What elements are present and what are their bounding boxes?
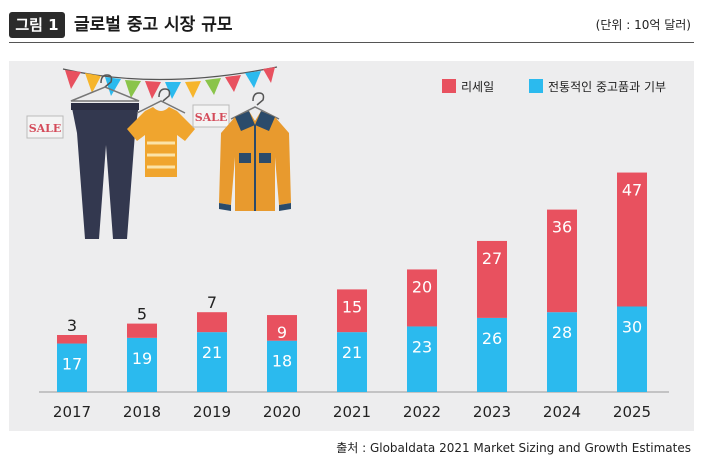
figure-header: 그림 1 글로벌 중고 시장 규모 (단위 : 10억 달러): [0, 0, 703, 44]
stacked-bar-chart: SALE SALE: [26, 66, 669, 421]
bar-resale-2018: [127, 323, 157, 338]
data-label-traditional-2020: 18: [272, 352, 292, 371]
bar-traditional-2019: [197, 332, 227, 392]
data-label-resale-2024: 36: [552, 218, 572, 237]
data-label-traditional-2018: 19: [132, 349, 152, 368]
unit-note: (단위 : 10억 달러): [595, 18, 691, 32]
legend-swatch-traditional: [529, 79, 543, 93]
bar-traditional-2017: [57, 343, 87, 392]
data-label-resale-2023: 27: [482, 249, 502, 268]
bar-traditional-2025: [617, 306, 647, 392]
jacket-on-hanger-icon: [219, 92, 291, 211]
data-label-traditional-2025: 30: [622, 318, 642, 337]
pants-on-hanger-icon: [70, 74, 140, 239]
sale-tag-left-text: SALE: [29, 122, 62, 135]
bar-resale-2023: [477, 240, 507, 318]
data-label-resale-2021: 15: [342, 297, 362, 316]
header-divider: [9, 42, 694, 43]
x-tick-label-2021: 2021: [333, 403, 371, 421]
bar-resale-2019: [197, 312, 227, 333]
sale-tag-left: [26, 115, 64, 139]
bar-resale-2024: [547, 209, 577, 313]
legend-label-resale: 리세일: [461, 80, 494, 94]
data-label-traditional-2019: 21: [202, 343, 222, 362]
legend-swatch-resale: [442, 79, 456, 93]
x-tick-label-2024: 2024: [543, 403, 581, 421]
x-tick-label-2023: 2023: [473, 403, 511, 421]
chart-legend: 리세일 전통적인 중고품과 기부: [442, 79, 666, 94]
bar-resale-2025: [617, 172, 647, 307]
bar-traditional-2023: [477, 317, 507, 392]
sale-tag-right: [192, 104, 230, 128]
source-note: 출처 : Globaldata 2021 Market Sizing and G…: [336, 441, 691, 455]
data-label-resale-2017: 3: [67, 316, 77, 335]
x-tick-label-2019: 2019: [193, 403, 231, 421]
figure-label: 그림 1: [9, 12, 65, 38]
legend-label-traditional: 전통적인 중고품과 기부: [548, 80, 666, 94]
data-label-resale-2025: 47: [622, 181, 642, 200]
data-label-traditional-2024: 28: [552, 323, 572, 342]
x-tick-label-2018: 2018: [123, 403, 161, 421]
data-label-traditional-2022: 23: [412, 337, 432, 356]
data-label-traditional-2021: 21: [342, 343, 362, 362]
data-label-resale-2018: 5: [137, 305, 147, 324]
data-label-resale-2022: 20: [412, 277, 432, 296]
x-tick-label-2020: 2020: [263, 403, 301, 421]
clothes-illustration: SALE SALE: [26, 66, 291, 239]
bar-traditional-2022: [407, 326, 437, 392]
pennant-bunting-icon: [62, 66, 278, 99]
data-label-resale-2019: 7: [207, 293, 217, 312]
x-tick-label-2025: 2025: [613, 403, 651, 421]
figure-title: 글로벌 중고 시장 규모: [74, 15, 233, 35]
bar-resale-2021: [337, 289, 367, 333]
x-tick-label-2017: 2017: [53, 403, 91, 421]
bars-layer: 17 3 2017 19 5 2018 21 7 2019 18 9 2020 21 15 2021 23 20…: [53, 172, 651, 421]
tshirt-on-hanger-icon: [127, 88, 195, 177]
data-label-traditional-2017: 17: [62, 355, 82, 374]
data-label-resale-2020: 9: [277, 323, 287, 342]
bar-traditional-2018: [127, 337, 157, 392]
sale-tag-right-text: SALE: [195, 111, 228, 124]
bar-resale-2022: [407, 269, 437, 327]
x-tick-label-2022: 2022: [403, 403, 441, 421]
bar-traditional-2020: [267, 340, 297, 392]
bar-traditional-2024: [547, 312, 577, 392]
chart-panel: SALE SALE: [9, 61, 694, 431]
data-label-traditional-2023: 26: [482, 329, 502, 348]
bar-resale-2020: [267, 315, 297, 341]
bar-traditional-2021: [337, 332, 367, 392]
bar-resale-2017: [57, 335, 87, 344]
